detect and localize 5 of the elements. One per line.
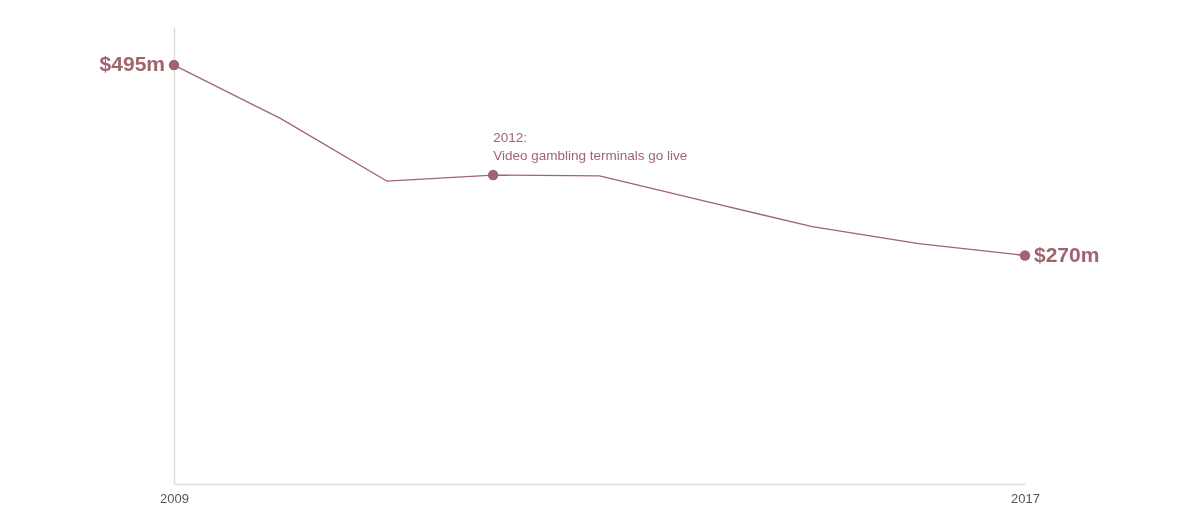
x-tick-label: 2017 [1011, 490, 1040, 506]
x-tick-label: 2009 [160, 490, 189, 506]
data-label: $495m [99, 52, 165, 76]
data-label: $270m [1034, 242, 1100, 266]
annotation: 2012: Video gambling terminals go live [493, 130, 688, 164]
